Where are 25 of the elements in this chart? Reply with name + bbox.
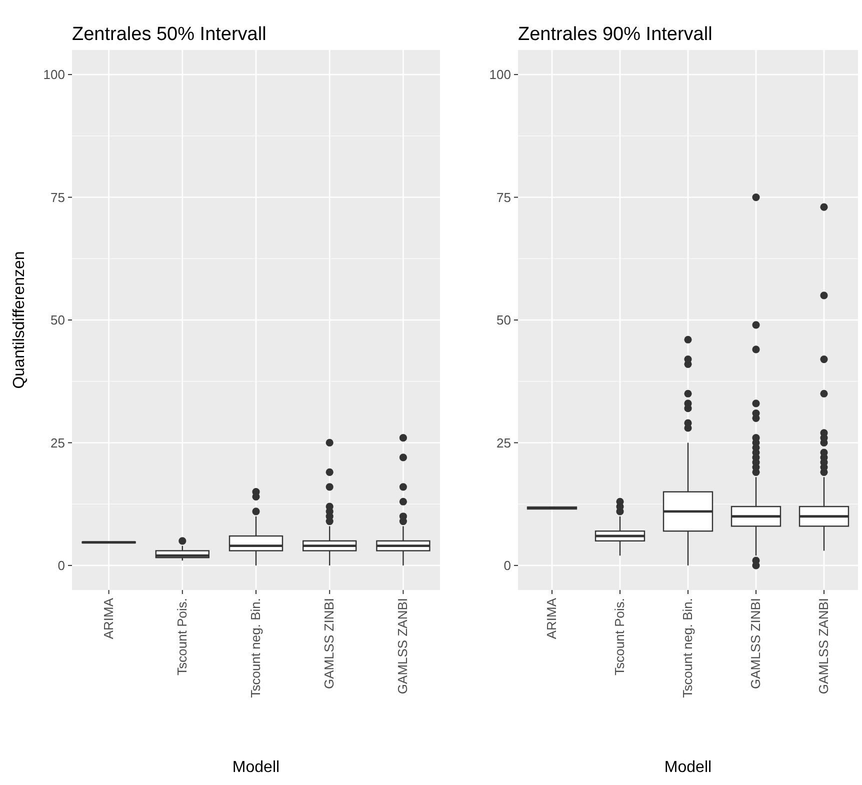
y-tick-label: 0 [504, 558, 511, 574]
y-axis-title: Quantilsdifferenzen [11, 251, 28, 389]
y-tick-label: 100 [489, 67, 511, 82]
x-axis-title: Modell [664, 759, 712, 776]
x-tick-label: GAMLSS ZINBI [322, 598, 337, 690]
y-tick-label: 0 [58, 558, 65, 574]
chart-title: Zentrales 50% Intervall [72, 24, 266, 45]
x-tick-label: GAMLSS ZINBI [748, 598, 763, 690]
x-tick-label: ARIMA [100, 598, 116, 640]
y-tick-label: 75 [50, 190, 65, 205]
x-tick-label: ARIMA [544, 598, 559, 640]
x-tick-label: Tscount Pois. [612, 598, 627, 676]
x-tick-label: Tscount Pois. [174, 598, 190, 676]
x-tick-label: GAMLSS ZANBI [395, 598, 410, 694]
chart-title: Zentrales 90% Intervall [518, 24, 712, 45]
x-tick-label: Tscount neg. Bin. [248, 598, 263, 698]
y-tick-label: 75 [496, 190, 511, 205]
y-tick-label: 50 [50, 312, 65, 328]
y-tick-label: 50 [496, 312, 511, 328]
y-tick-label: 25 [50, 435, 65, 450]
y-tick-label: 100 [43, 67, 65, 82]
x-tick-label: GAMLSS ZANBI [816, 598, 831, 694]
x-axis-title: Modell [232, 759, 280, 776]
x-tick-label: Tscount neg. Bin. [680, 598, 695, 698]
y-tick-label: 25 [496, 435, 511, 450]
